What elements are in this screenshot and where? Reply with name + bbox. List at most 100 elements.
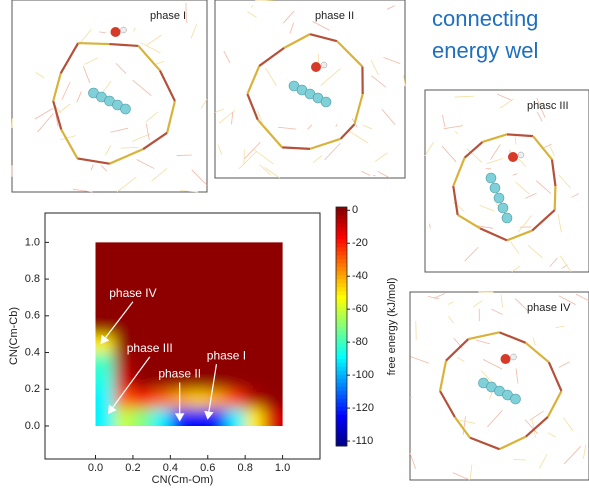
lattice-bond [448,315,454,324]
colorbar-step [336,314,347,320]
lattice-bond [518,158,527,168]
lattice-bond [283,10,295,24]
lattice-bond [82,65,91,84]
atom-carbon [493,192,505,204]
cage-bond [499,331,527,344]
colorbar-step [336,414,347,419]
colorbar-step [336,322,347,327]
colorbar-step [336,430,347,435]
lattice-bond [200,98,208,109]
heatmap-cell [189,242,209,262]
heatmap-cell [226,352,246,372]
heatmap-cell [245,370,265,390]
heatmap-cell [132,370,153,390]
slide-text: connecting [432,6,538,31]
cage-bond [158,70,176,102]
colorbar-step [336,426,347,431]
atom-oxygen [500,354,511,364]
colorbar-tick-label: 0 [352,204,358,216]
lattice-bond [191,169,208,186]
lattice-bond [525,192,537,199]
lattice-bond [155,60,165,65]
heatmap-cell [189,407,209,426]
lattice-bond [452,472,470,481]
heatmap-cell [114,370,134,390]
colorbar-step [336,358,347,363]
lattice-bond [377,170,390,179]
cage-bond [256,118,283,149]
panels: phase I phase II phasc III phase IV [11,0,589,481]
colorbar-step [336,434,347,439]
annotation-label: phase II [158,367,201,381]
heatmap-cell [114,297,134,317]
heatmap-cell [263,334,283,354]
heatmap-cell [95,315,115,335]
heatmap-cell [95,297,115,317]
cage-bond [532,135,553,161]
lattice-bond [132,79,152,96]
heatmap-cell [189,352,209,372]
cage-bond [109,42,139,48]
annotation-arrow [100,301,134,345]
lattice-bond [190,23,198,39]
heatmap-cell [226,334,246,354]
lattice-bond [557,214,562,233]
y-tick-label: 1.0 [25,236,40,248]
heatmap-cell [151,370,171,390]
heatmap-cell [245,407,265,426]
atom-carbon [489,182,501,194]
atom-oxygen [508,152,518,162]
colorbar-step [336,362,347,367]
heatmap-cell [245,352,265,372]
heatmap-cell [95,370,115,390]
lattice-bond [455,131,458,135]
lattice-bond [312,155,323,164]
heatmap-cell [207,242,227,262]
lattice-bond [61,82,71,100]
colorbar-step [336,398,347,403]
lattice-bond [514,298,529,312]
lattice-bond [320,68,341,86]
cage-bond [499,435,527,451]
colorbar-step [336,338,347,343]
cage-bond [283,33,311,49]
lattice-bond [491,308,503,315]
lattice-bond [500,294,503,308]
colorbar-step [336,274,347,280]
heatmap-cell [263,279,283,298]
heatmap-cell [189,370,209,390]
heatmap-cell [263,260,283,280]
cage-bond [142,131,168,151]
lattice-bond [374,152,388,162]
lattice-bond [373,174,376,177]
lattice-bond [558,295,576,306]
heatmap-chart: 0.0 0.2 0.4 0.6 0.8 1.0 0.0 0.2 0.4 0.6 0.8 1.0 CN(C… [8,204,398,486]
atom-oxygen [110,27,121,37]
heatmap-cell [170,352,190,372]
heatmap-cell [226,242,246,262]
colorbar-step [336,242,347,248]
atom-carbon [320,96,332,108]
lattice-bond [116,176,137,193]
lattice-bond [535,180,552,194]
colorbar-step [336,318,347,324]
cage-bond [506,133,534,138]
y-tick-label: 0.8 [25,273,40,285]
heatmap-cell [263,407,283,426]
lattice-bond [264,167,280,179]
lattice-bond [37,113,54,133]
lattice-bond [259,164,271,176]
lattice-bond [403,75,406,87]
heatmap-cell [245,297,265,317]
lattice-bond [265,67,277,86]
x-tick-label: 0.2 [125,462,140,474]
colorbar-step [336,366,347,371]
colorbar-step [336,222,347,228]
colorbar-step [336,422,347,427]
colorbar-step [336,402,347,407]
colorbar-step [336,330,347,335]
colorbar-tick-label: -100 [352,369,374,381]
lattice-bond [312,20,330,31]
annotation-label: phase I [207,348,246,362]
